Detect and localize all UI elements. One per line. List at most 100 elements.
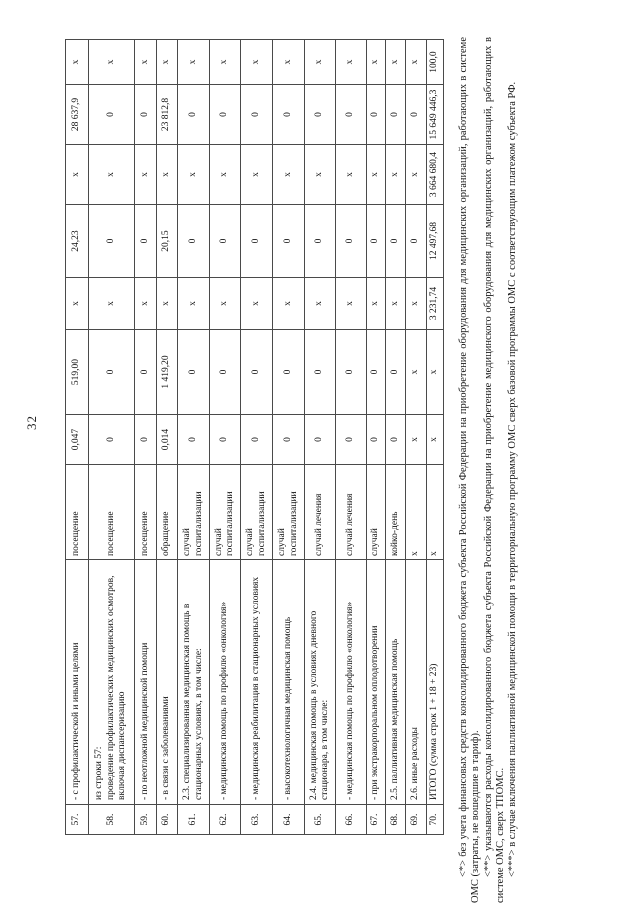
value-cell: 0 xyxy=(335,329,367,415)
value-cell: х xyxy=(426,414,444,465)
value-cell: х xyxy=(134,39,157,85)
indicator-name-cell: 2.3. специализированная медицинская помо… xyxy=(177,559,210,805)
value-cell: 0 xyxy=(385,84,406,145)
indicator-name-cell: 2.6. иные расходы xyxy=(405,559,427,805)
table-row: 65. 2.4. медицинская помощь в условиях дн… xyxy=(304,39,336,835)
value-cell: х xyxy=(304,39,336,85)
value-cell: х xyxy=(240,144,273,205)
value-cell: 0,014 xyxy=(156,414,178,465)
value-cell: 0 xyxy=(209,84,241,145)
value-cell: х xyxy=(405,39,427,85)
value-cell: х xyxy=(65,39,89,85)
row-number-cell: 65. xyxy=(304,804,336,835)
value-cell: х xyxy=(240,39,273,85)
value-cell: 20,15 xyxy=(156,204,178,278)
value-cell: х xyxy=(177,144,210,205)
value-cell: х xyxy=(177,39,210,85)
footnote: <*> без учета финансовых средств консоли… xyxy=(458,37,482,903)
value-cell: х xyxy=(385,39,406,85)
value-cell: 1 419,20 xyxy=(156,329,178,415)
value-cell: х xyxy=(385,144,406,205)
row-number-cell: 61. xyxy=(177,804,210,835)
value-cell: 0 xyxy=(209,414,241,465)
value-cell: 0 xyxy=(304,204,336,278)
value-cell: х xyxy=(177,277,210,330)
value-cell: 28 637,9 xyxy=(65,84,89,145)
value-cell: х xyxy=(366,39,386,85)
value-cell: 0 xyxy=(405,84,427,145)
value-cell: 0 xyxy=(134,329,157,415)
value-cell: х xyxy=(65,277,89,330)
value-cell: х xyxy=(134,277,157,330)
value-cell: 0 xyxy=(177,84,210,145)
value-cell: 0 xyxy=(385,204,406,278)
row-number-cell: 70. xyxy=(426,804,444,835)
indicator-name-cell: - медицинская помощь по профилю «онколог… xyxy=(209,559,241,805)
value-cell: х xyxy=(65,144,89,205)
value-cell: 519,00 xyxy=(65,329,89,415)
table-row: 64. - высокотехнологичная медицинская пом… xyxy=(272,39,305,835)
value-cell: 0 xyxy=(209,329,241,415)
table-row: 67. - при экстракорпоральном оплодотворен… xyxy=(366,39,386,835)
unit-cell: случай госпитализации xyxy=(177,464,210,560)
value-cell: х xyxy=(405,329,427,415)
unit-cell: обращение xyxy=(156,464,178,560)
value-cell: 0 xyxy=(366,84,386,145)
value-cell: 15 649 446,3 xyxy=(426,84,444,145)
row-number-cell: 62. xyxy=(209,804,241,835)
row-number-cell: 66. xyxy=(335,804,367,835)
row-number-cell: 60. xyxy=(156,804,178,835)
table-row: 59. - по неотложной медицинской помощи пос… xyxy=(134,39,157,835)
indicator-name-cell: - медицинская реабилитация в стационарны… xyxy=(240,559,273,805)
value-cell: 23 812,8 xyxy=(156,84,178,145)
value-cell: х xyxy=(405,144,427,205)
value-cell: х xyxy=(240,277,273,330)
unit-cell: х xyxy=(405,464,427,560)
indicator-name-cell: ИТОГО (сумма строк 1 + 18 + 23) xyxy=(426,559,444,805)
page-number: 32 xyxy=(24,415,39,430)
value-cell: 0 xyxy=(335,204,367,278)
footnotes-block: <*> без учета финансовых средств консоли… xyxy=(458,37,519,903)
row-number-cell: 57. xyxy=(65,804,89,835)
value-cell: х xyxy=(88,144,135,205)
value-cell: 0 xyxy=(134,84,157,145)
footnote: <**> указываются расходы консолидированн… xyxy=(482,37,506,903)
unit-cell: посещение xyxy=(88,464,135,560)
value-cell: 0 xyxy=(366,414,386,465)
value-cell: х xyxy=(209,144,241,205)
value-cell: 0 xyxy=(209,204,241,278)
value-cell: 0 xyxy=(177,329,210,415)
value-cell: 0 xyxy=(88,329,135,415)
value-cell: х xyxy=(156,144,178,205)
value-cell: 12 497,68 xyxy=(426,204,444,278)
unit-cell: случай лечения xyxy=(335,464,367,560)
value-cell: х xyxy=(134,144,157,205)
value-cell: 0 xyxy=(304,84,336,145)
table-row: 57. - с профилактической и иными целями по… xyxy=(65,39,89,835)
table-row: 69. 2.6. иные расходы х х х х 0 х 0 х xyxy=(405,39,427,835)
table-row: 62. - медицинская помощь по профилю «онко… xyxy=(209,39,241,835)
value-cell: х xyxy=(335,144,367,205)
value-cell: х xyxy=(426,329,444,415)
value-cell: х xyxy=(366,144,386,205)
unit-cell: посещение xyxy=(65,464,89,560)
value-cell: 0 xyxy=(366,204,386,278)
value-cell: 0,047 xyxy=(65,414,89,465)
row-number-cell: 58. xyxy=(88,804,135,835)
value-cell: х xyxy=(335,39,367,85)
value-cell: х xyxy=(88,39,135,85)
value-cell: 0 xyxy=(304,414,336,465)
value-cell: х xyxy=(366,277,386,330)
value-cell: 3 231,74 xyxy=(426,277,444,330)
value-cell: 0 xyxy=(272,204,305,278)
row-number-cell: 69. xyxy=(405,804,427,835)
value-cell: х xyxy=(209,39,241,85)
value-cell: х xyxy=(272,277,305,330)
unit-cell: случай xyxy=(366,464,386,560)
value-cell: 0 xyxy=(88,84,135,145)
value-cell: х xyxy=(156,39,178,85)
value-cell: х xyxy=(405,277,427,330)
value-cell: 0 xyxy=(240,329,273,415)
value-cell: 0 xyxy=(240,84,273,145)
